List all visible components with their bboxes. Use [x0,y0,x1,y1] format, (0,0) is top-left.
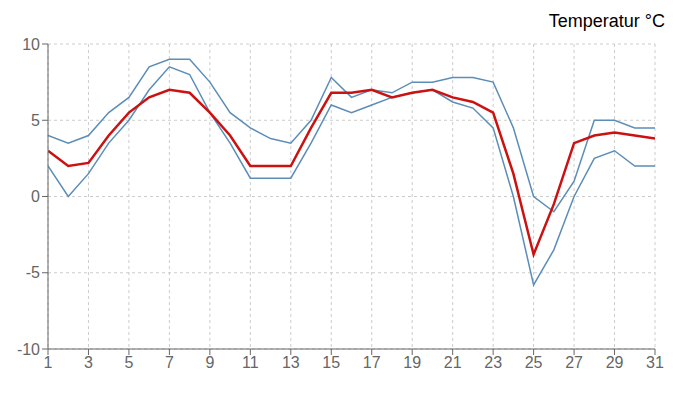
svg-text:-10: -10 [17,341,40,358]
svg-text:27: 27 [565,354,583,371]
svg-text:1: 1 [44,354,53,371]
svg-text:23: 23 [484,354,502,371]
svg-text:0: 0 [31,188,40,205]
html-text:Temperatur °C: Temperatur °C [548,11,665,31]
svg-text:21: 21 [444,354,462,371]
svg-text:29: 29 [606,354,624,371]
svg-text:31: 31 [646,354,664,371]
svg-text:7: 7 [165,354,174,371]
svg-text:15: 15 [322,354,340,371]
svg-text:25: 25 [525,354,543,371]
svg-text:5: 5 [31,112,40,129]
svg-text:10: 10 [22,36,40,53]
svg-text:-5: -5 [26,264,40,281]
svg-text:3: 3 [84,354,93,371]
svg-text:9: 9 [205,354,214,371]
svg-text:5: 5 [124,354,133,371]
svg-text:13: 13 [282,354,300,371]
svg-text:17: 17 [363,354,381,371]
svg-text:19: 19 [403,354,421,371]
svg-text:11: 11 [242,354,259,371]
